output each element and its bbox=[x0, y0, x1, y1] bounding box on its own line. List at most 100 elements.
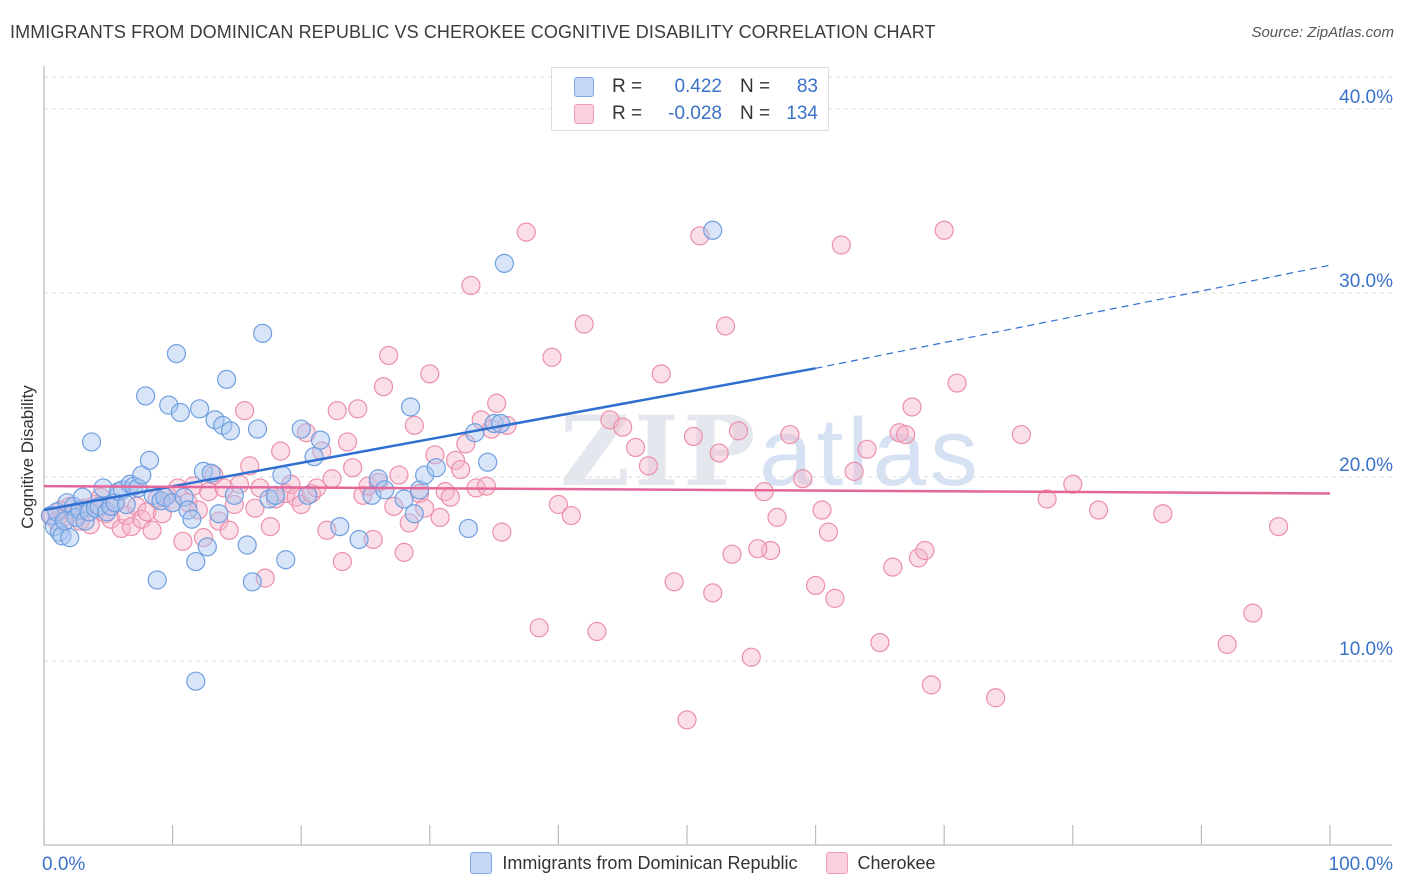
point-cherokee bbox=[121, 516, 142, 537]
point-cherokee bbox=[934, 220, 954, 240]
point-cherokee bbox=[1268, 516, 1289, 537]
point-cherokee bbox=[255, 568, 275, 588]
point-cherokee bbox=[986, 688, 1006, 708]
legend-swatch-cherokee bbox=[574, 104, 594, 124]
point-dominican bbox=[166, 343, 187, 364]
point-cherokee bbox=[492, 522, 512, 542]
point-dominican bbox=[52, 526, 72, 546]
point-cherokee bbox=[271, 441, 291, 461]
point-cherokee bbox=[219, 520, 239, 540]
point-cherokee bbox=[529, 618, 549, 638]
point-dominican bbox=[209, 504, 229, 524]
point-dominican bbox=[159, 395, 179, 415]
point-dominican bbox=[147, 570, 167, 590]
point-dominican bbox=[330, 516, 350, 537]
point-cherokee bbox=[235, 401, 255, 421]
point-cherokee bbox=[1037, 489, 1057, 509]
point-dominican bbox=[81, 432, 102, 452]
point-dominican bbox=[415, 465, 435, 485]
point-cherokee bbox=[613, 417, 633, 437]
point-cherokee bbox=[487, 393, 507, 413]
point-cherokee bbox=[870, 632, 890, 653]
point-dominican bbox=[132, 465, 152, 485]
legend-swatch-dominican bbox=[574, 77, 594, 97]
point-dominican bbox=[60, 528, 80, 548]
gridlines bbox=[44, 76, 1392, 662]
point-cherokee bbox=[812, 500, 832, 520]
point-dominican bbox=[494, 253, 514, 274]
x-tick-label: 100.0% bbox=[1329, 854, 1394, 875]
point-dominican bbox=[394, 489, 414, 509]
point-cherokee bbox=[373, 377, 394, 397]
point-cherokee bbox=[420, 364, 440, 384]
point-dominican bbox=[197, 537, 217, 557]
point-dominican bbox=[186, 551, 206, 572]
legend-n-value: 134 bbox=[786, 103, 818, 124]
point-cherokee bbox=[561, 505, 581, 526]
legend-label-cherokee: Cherokee bbox=[857, 852, 936, 873]
point-dominican bbox=[304, 447, 324, 467]
point-cherokee bbox=[728, 421, 749, 441]
point-dominican bbox=[458, 518, 478, 539]
point-cherokee bbox=[363, 529, 383, 550]
point-cherokee bbox=[754, 482, 774, 502]
point-cherokee bbox=[327, 401, 347, 421]
point-cherokee bbox=[404, 415, 424, 435]
point-cherokee bbox=[542, 347, 562, 367]
point-cherokee bbox=[451, 459, 471, 480]
point-dominican bbox=[49, 522, 70, 542]
point-dominican bbox=[40, 505, 61, 526]
point-cherokee bbox=[748, 539, 768, 559]
point-cherokee bbox=[348, 399, 368, 419]
point-cherokee bbox=[1153, 504, 1173, 524]
point-cherokee bbox=[818, 522, 839, 542]
point-cherokee bbox=[677, 710, 697, 730]
point-cherokee bbox=[137, 502, 157, 522]
point-cherokee bbox=[793, 469, 813, 489]
point-dominican bbox=[253, 323, 273, 343]
point-cherokee bbox=[902, 397, 922, 417]
axes bbox=[43, 66, 1392, 846]
point-cherokee bbox=[831, 235, 851, 255]
point-cherokee bbox=[709, 443, 729, 463]
point-cherokee bbox=[857, 439, 877, 459]
tick-labels: 10.0% 20.0% 30.0% 40.0% 0.0% 100.0% bbox=[42, 87, 1393, 875]
point-cherokee bbox=[683, 426, 704, 447]
point-dominican bbox=[247, 419, 268, 439]
legend-item-cherokee[interactable]: Cherokee bbox=[825, 852, 936, 874]
point-cherokee bbox=[574, 314, 594, 334]
point-cherokee bbox=[415, 498, 435, 518]
series-legend: Immigrants from Dominican Republic Chero… bbox=[0, 852, 1406, 874]
legend-item-dominican[interactable]: Immigrants from Dominican Republic bbox=[470, 852, 798, 874]
point-dominican bbox=[298, 485, 318, 505]
point-cherokee bbox=[1063, 474, 1083, 494]
point-cherokee bbox=[332, 551, 352, 572]
point-cherokee bbox=[664, 572, 684, 592]
point-cherokee bbox=[142, 520, 162, 540]
point-dominican bbox=[375, 480, 395, 500]
point-cherokee bbox=[399, 513, 419, 533]
point-cherokee bbox=[173, 531, 193, 551]
legend-row-cherokee: R = -0.028 N = 134 bbox=[574, 101, 818, 127]
point-cherokee bbox=[587, 621, 607, 642]
point-dominican bbox=[703, 220, 723, 240]
trend-line-cherokee bbox=[43, 484, 1331, 495]
point-dominican bbox=[190, 399, 210, 419]
point-cherokee bbox=[389, 465, 409, 485]
y-tick-label: 30.0% bbox=[1339, 271, 1393, 292]
y-tick-label: 20.0% bbox=[1339, 455, 1393, 476]
point-cherokee bbox=[722, 544, 742, 564]
point-dominican bbox=[426, 458, 446, 478]
point-dominican bbox=[490, 413, 511, 434]
point-cherokee bbox=[883, 557, 903, 577]
point-cherokee bbox=[1088, 500, 1109, 520]
point-cherokee bbox=[896, 424, 916, 445]
point-dominican bbox=[310, 430, 331, 450]
point-cherokee bbox=[384, 496, 404, 516]
point-dominican bbox=[400, 397, 421, 417]
point-cherokee bbox=[476, 476, 496, 496]
series-dominican bbox=[40, 220, 723, 691]
legend-r-value: -0.028 bbox=[668, 103, 722, 124]
legend-n-value: 83 bbox=[796, 76, 818, 97]
point-dominican bbox=[224, 485, 244, 505]
